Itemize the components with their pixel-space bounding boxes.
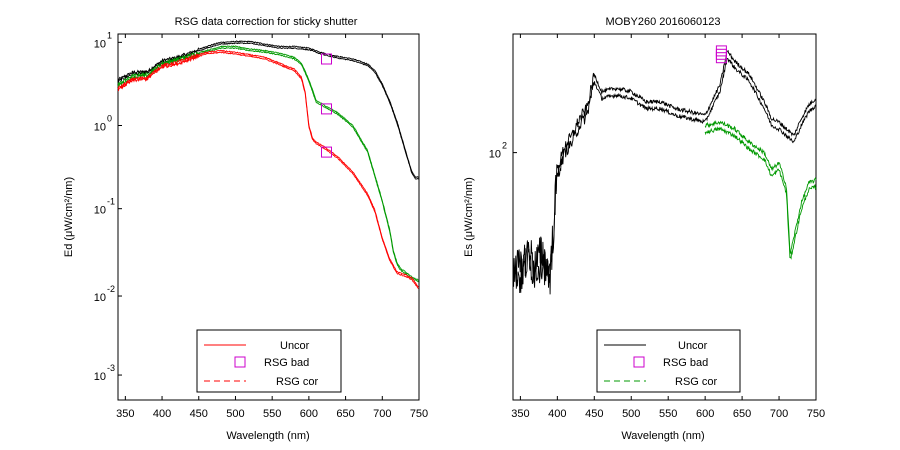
series-line-1-dup [704, 126, 817, 260]
chart-left: RSG data correction for sticky shutter 3… [63, 16, 428, 442]
x-tick-label: 550 [263, 408, 281, 420]
x-tick-label: 600 [696, 408, 714, 420]
y-tick-exponent: -3 [107, 363, 115, 373]
chart-left-series-layer [117, 40, 419, 289]
legend-uncor-label: Uncor [678, 340, 708, 352]
y-tick-label: 10 [94, 205, 106, 217]
x-tick-label: 350 [511, 408, 529, 420]
y-tick-exponent: 2 [502, 141, 507, 151]
x-tick-label: 750 [410, 408, 428, 420]
y-tick-exponent: -2 [107, 284, 115, 294]
y-tick-label: 10 [94, 38, 106, 50]
chart-right-y-label: Es (μW/cm²/nm) [463, 177, 475, 257]
x-tick-label: 750 [807, 408, 825, 420]
series-line-2 [117, 49, 419, 288]
x-tick-label: 450 [585, 408, 603, 420]
chart-left-title: RSG data correction for sticky shutter [175, 16, 358, 28]
legend-rsg-bad-swatch [234, 356, 246, 368]
x-tick-label: 350 [116, 408, 134, 420]
chart-right-title: MOBY260 2016060123 [606, 16, 721, 28]
legend-rsg-bad-swatch [633, 356, 645, 368]
x-tick-label: 700 [770, 408, 788, 420]
y-tick-label: 10 [489, 149, 501, 161]
series-line-0 [117, 40, 419, 179]
chart-right-series-layer [512, 49, 817, 295]
legend-rsg-cor-label: RSG cor [675, 376, 718, 388]
y-tick-exponent: 0 [107, 114, 112, 124]
legend-rsg-bad-label: RSG bad [663, 357, 708, 369]
x-tick-label: 500 [622, 408, 640, 420]
chart-right-legend: Uncor RSG bad RSG cor [596, 329, 741, 393]
x-tick-label: 500 [226, 408, 244, 420]
chart-right-y-ticks: 102 [489, 141, 517, 161]
legend-rsg-cor-label: RSG cor [276, 376, 319, 388]
x-tick-label: 600 [300, 408, 318, 420]
chart-left-x-label: Wavelength (nm) [226, 430, 309, 442]
x-tick-label: 650 [336, 408, 354, 420]
series-line-1 [704, 120, 817, 254]
y-tick-label: 10 [94, 292, 106, 304]
chart-right: MOBY260 2016060123 350 400 450 500 550 600 650… [463, 16, 825, 442]
rsg-bad-marker [321, 103, 332, 115]
chart-right-x-label: Wavelength (nm) [621, 430, 704, 442]
series-line-2-dup [117, 51, 419, 289]
legend-rsg-bad-label: RSG bad [264, 357, 309, 369]
rsg-bad-marker [321, 146, 332, 158]
x-tick-label: 400 [153, 408, 171, 420]
x-tick-label: 550 [659, 408, 677, 420]
y-tick-label: 10 [94, 371, 106, 383]
y-tick-exponent: 1 [107, 30, 112, 40]
chart-left-y-label: Ed (μW/cm²/nm) [63, 177, 75, 257]
chart-left-x-ticks: 350 400 450 500 550 600 650 700 750 [116, 34, 428, 420]
legend-box [596, 329, 741, 393]
x-tick-label: 650 [733, 408, 751, 420]
x-tick-label: 700 [373, 408, 391, 420]
chart-left-legend: Uncor RSG bad RSG cor [196, 329, 342, 393]
chart-right-x-ticks: 350 400 450 500 550 600 650 700 750 [511, 34, 825, 420]
rsg-bad-marker [321, 53, 332, 65]
rsg-bad-marker [715, 52, 727, 64]
y-tick-exponent: -1 [107, 197, 115, 207]
series-line-0-dup [512, 58, 816, 294]
chart-left-marker-layer [321, 53, 332, 158]
legend-uncor-label: Uncor [280, 340, 310, 352]
chart-right-marker-layer [715, 45, 727, 64]
legend-box [196, 329, 342, 393]
x-tick-label: 400 [548, 408, 566, 420]
y-tick-label: 10 [94, 122, 106, 134]
x-tick-label: 450 [190, 408, 208, 420]
series-line-1-dup [117, 47, 419, 283]
